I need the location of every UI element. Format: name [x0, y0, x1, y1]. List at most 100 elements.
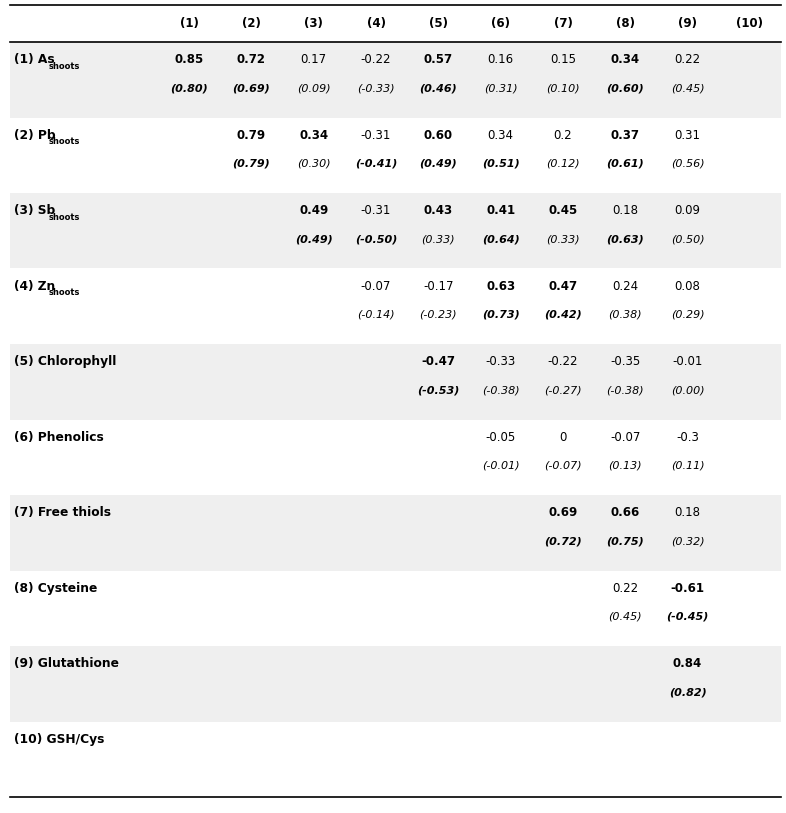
Text: (4) Zn: (4) Zn — [14, 280, 55, 293]
Text: 0.85: 0.85 — [174, 53, 204, 66]
Text: 0.43: 0.43 — [424, 204, 453, 217]
Text: (0.42): (0.42) — [544, 310, 582, 320]
Text: 0.41: 0.41 — [486, 204, 515, 217]
Text: (-0.33): (-0.33) — [358, 83, 395, 93]
Text: (-0.14): (-0.14) — [358, 310, 395, 320]
Text: (0.72): (0.72) — [544, 536, 582, 546]
Text: -0.47: -0.47 — [421, 355, 455, 368]
Text: (0.51): (0.51) — [482, 159, 520, 168]
Text: (0.10): (0.10) — [546, 83, 580, 93]
Text: 0.47: 0.47 — [549, 280, 578, 293]
Text: (-0.50): (-0.50) — [354, 234, 397, 244]
Text: 0.16: 0.16 — [487, 53, 514, 66]
Text: (9) Glutathione: (9) Glutathione — [14, 657, 119, 670]
Text: -0.07: -0.07 — [361, 280, 391, 293]
Text: (0.50): (0.50) — [670, 234, 704, 244]
Text: (10): (10) — [736, 17, 763, 30]
Bar — [10, 646, 781, 721]
Text: -0.22: -0.22 — [361, 53, 391, 66]
Text: 0.49: 0.49 — [299, 204, 329, 217]
Text: 0.34: 0.34 — [611, 53, 640, 66]
Bar — [10, 118, 781, 193]
Text: (0.61): (0.61) — [606, 159, 644, 168]
Text: (0.45): (0.45) — [670, 83, 704, 93]
Text: 0.63: 0.63 — [486, 280, 515, 293]
Text: -0.31: -0.31 — [361, 204, 391, 217]
Text: 0.66: 0.66 — [611, 506, 640, 520]
Text: (5): (5) — [429, 17, 448, 30]
Text: -0.07: -0.07 — [610, 431, 641, 444]
Text: (0.31): (0.31) — [484, 83, 517, 93]
Text: 0.45: 0.45 — [549, 204, 578, 217]
Bar — [10, 193, 781, 268]
Text: shoots: shoots — [49, 288, 80, 297]
Bar — [10, 420, 781, 495]
Text: -0.33: -0.33 — [486, 355, 516, 368]
Text: (7) Free thiols: (7) Free thiols — [14, 506, 111, 520]
Text: (0.12): (0.12) — [546, 159, 580, 168]
Text: (-0.38): (-0.38) — [482, 385, 520, 395]
Text: (-0.01): (-0.01) — [482, 461, 520, 471]
Bar — [10, 571, 781, 646]
Text: (3): (3) — [304, 17, 323, 30]
Bar — [10, 268, 781, 344]
Text: (2): (2) — [242, 17, 261, 30]
Text: -0.35: -0.35 — [610, 355, 641, 368]
Text: 0.09: 0.09 — [674, 204, 700, 217]
Text: 0.34: 0.34 — [299, 128, 329, 141]
Text: (-0.38): (-0.38) — [607, 385, 644, 395]
Text: -0.61: -0.61 — [670, 581, 704, 594]
Text: (0.82): (0.82) — [669, 687, 707, 697]
Text: (5) Chlorophyll: (5) Chlorophyll — [14, 355, 116, 368]
Text: (4): (4) — [366, 17, 386, 30]
Text: 0.57: 0.57 — [424, 53, 453, 66]
Text: (0.13): (0.13) — [608, 461, 642, 471]
Text: (0.38): (0.38) — [608, 310, 642, 320]
Text: (0.75): (0.75) — [606, 536, 644, 546]
Text: 0.69: 0.69 — [549, 506, 578, 520]
Text: 0.2: 0.2 — [553, 128, 572, 141]
Text: (0.80): (0.80) — [171, 83, 208, 93]
Text: 0.34: 0.34 — [487, 128, 513, 141]
Text: (0.73): (0.73) — [482, 310, 520, 320]
Text: 0.84: 0.84 — [673, 657, 702, 670]
Text: -0.22: -0.22 — [548, 355, 578, 368]
Text: (0.63): (0.63) — [606, 234, 644, 244]
Text: (-0.53): (-0.53) — [417, 385, 460, 395]
Text: (0.33): (0.33) — [546, 234, 580, 244]
Text: (0.56): (0.56) — [670, 159, 704, 168]
Text: (0.00): (0.00) — [670, 385, 704, 395]
Text: (0.79): (0.79) — [233, 159, 270, 168]
Text: (0.69): (0.69) — [233, 83, 270, 93]
Text: (1) As: (1) As — [14, 53, 54, 66]
Text: (2) Pb: (2) Pb — [14, 128, 56, 141]
Text: (-0.27): (-0.27) — [544, 385, 582, 395]
Bar — [10, 721, 781, 797]
Text: 0.31: 0.31 — [674, 128, 700, 141]
Text: 0.08: 0.08 — [674, 280, 700, 293]
Text: shoots: shoots — [49, 137, 80, 146]
Text: (0.49): (0.49) — [420, 159, 457, 168]
Text: 0.18: 0.18 — [612, 204, 638, 217]
Text: 0.22: 0.22 — [612, 581, 638, 594]
Text: (-0.45): (-0.45) — [667, 611, 709, 622]
Bar — [10, 42, 781, 118]
Text: 0.22: 0.22 — [674, 53, 700, 66]
Text: (0.46): (0.46) — [420, 83, 457, 93]
Text: shoots: shoots — [49, 213, 80, 222]
Text: 0.18: 0.18 — [674, 506, 700, 520]
Text: (8): (8) — [615, 17, 635, 30]
Text: -0.01: -0.01 — [672, 355, 703, 368]
Text: 0: 0 — [560, 431, 567, 444]
Text: 0.72: 0.72 — [237, 53, 266, 66]
Text: (-0.07): (-0.07) — [544, 461, 582, 471]
Text: (0.64): (0.64) — [482, 234, 520, 244]
Text: (9): (9) — [678, 17, 697, 30]
Text: (0.60): (0.60) — [606, 83, 644, 93]
Text: (0.33): (0.33) — [421, 234, 455, 244]
Bar — [10, 344, 781, 420]
Text: shoots: shoots — [49, 62, 80, 71]
Text: 0.60: 0.60 — [424, 128, 453, 141]
Text: (0.45): (0.45) — [608, 611, 642, 622]
Text: (-0.23): (-0.23) — [420, 310, 457, 320]
